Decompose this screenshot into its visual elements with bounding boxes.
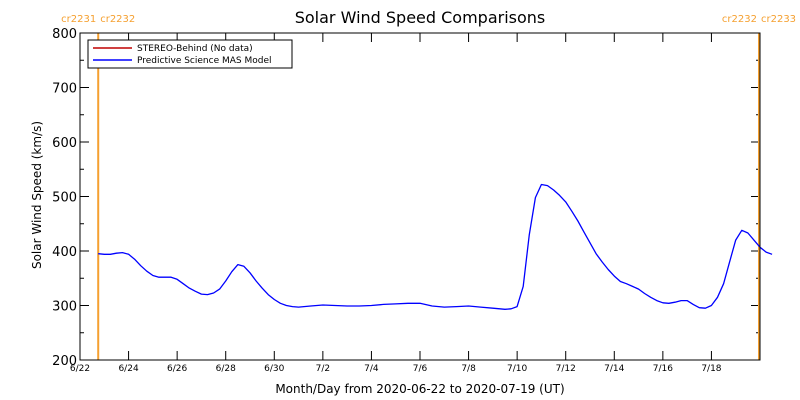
series-lines bbox=[98, 183, 773, 310]
x-tick-label: 7/4 bbox=[364, 364, 379, 374]
chart-title: Solar Wind Speed Comparisons bbox=[295, 8, 546, 27]
axis-ticks: 200 300 400 500 600 700 800 6/22 6/24 6/26 6/28 6/3… bbox=[52, 27, 760, 374]
legend-label-mas-model: Predictive Science MAS Model bbox=[137, 56, 272, 66]
x-tick-label: 7/6 bbox=[413, 364, 428, 374]
x-tick-label: 7/2 bbox=[316, 364, 330, 374]
carrington-markers: cr2231 cr2232 cr2232 cr2233 bbox=[61, 14, 796, 360]
y-tick-label: 400 bbox=[52, 245, 77, 260]
x-tick-label: 7/14 bbox=[604, 364, 624, 374]
carrington-label-before: cr2231 bbox=[61, 14, 96, 25]
series-line-mas-model bbox=[98, 183, 773, 310]
x-tick-label: 6/30 bbox=[264, 364, 284, 374]
x-tick-label: 6/24 bbox=[118, 364, 138, 374]
x-tick-label: 7/10 bbox=[507, 364, 527, 374]
y-tick-label: 500 bbox=[52, 191, 77, 206]
carrington-label-after: cr2232 bbox=[100, 14, 135, 25]
y-tick-label: 200 bbox=[52, 354, 77, 369]
x-axis-label: Month/Day from 2020-06-22 to 2020-07-19 … bbox=[275, 382, 564, 396]
x-tick-label: 7/16 bbox=[653, 364, 673, 374]
y-tick-label: 700 bbox=[52, 82, 77, 97]
x-tick-label: 6/22 bbox=[70, 364, 90, 374]
y-tick-label: 300 bbox=[52, 300, 77, 315]
y-tick-label: 800 bbox=[52, 27, 77, 42]
x-tick-label: 7/8 bbox=[461, 364, 476, 374]
plot-frame bbox=[79, 32, 761, 361]
y-axis-label: Solar Wind Speed (km/s) bbox=[30, 121, 44, 269]
x-tick-label: 7/12 bbox=[556, 364, 576, 374]
y-tick-label: 600 bbox=[52, 136, 77, 151]
carrington-label-after: cr2233 bbox=[761, 14, 796, 25]
x-tick-label: 7/18 bbox=[701, 364, 721, 374]
legend-box bbox=[87, 39, 293, 69]
legend: STEREO-Behind (No data) Predictive Scien… bbox=[87, 39, 293, 69]
x-tick-label: 6/28 bbox=[216, 364, 236, 374]
legend-label-stereo: STEREO-Behind (No data) bbox=[137, 44, 253, 54]
carrington-label-before: cr2232 bbox=[722, 14, 757, 25]
x-tick-label: 6/26 bbox=[167, 364, 187, 374]
